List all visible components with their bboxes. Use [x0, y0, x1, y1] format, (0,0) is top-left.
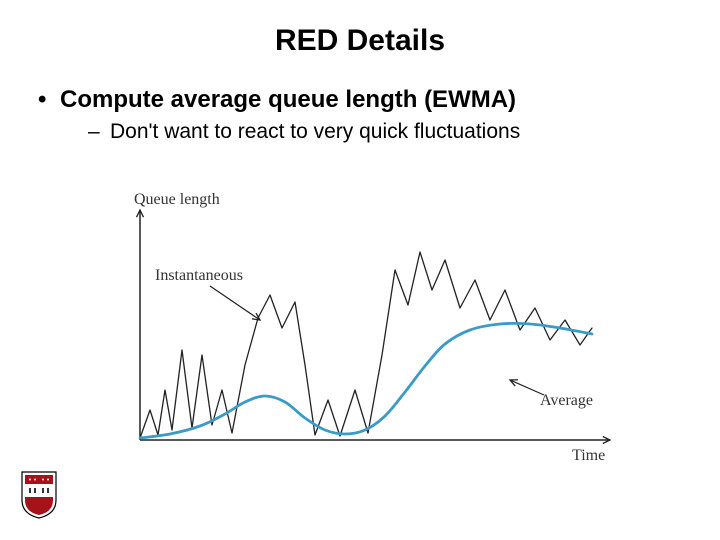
svg-text:Average: Average [540, 392, 593, 409]
ewma-chart: Queue length Time Instantaneous Average [110, 190, 630, 470]
svg-text:Queue length: Queue length [134, 191, 220, 208]
university-shield-logo [20, 470, 58, 520]
svg-text:Instantaneous: Instantaneous [155, 267, 243, 284]
svg-text:Time: Time [572, 447, 605, 464]
chart-svg: Queue length Time Instantaneous Average [110, 190, 630, 470]
bullet-level-2: Don't want to react to very quick fluctu… [0, 114, 720, 144]
bullet-level-1: Compute average queue length (EWMA) [0, 58, 720, 114]
slide-title: RED Details [0, 0, 720, 58]
